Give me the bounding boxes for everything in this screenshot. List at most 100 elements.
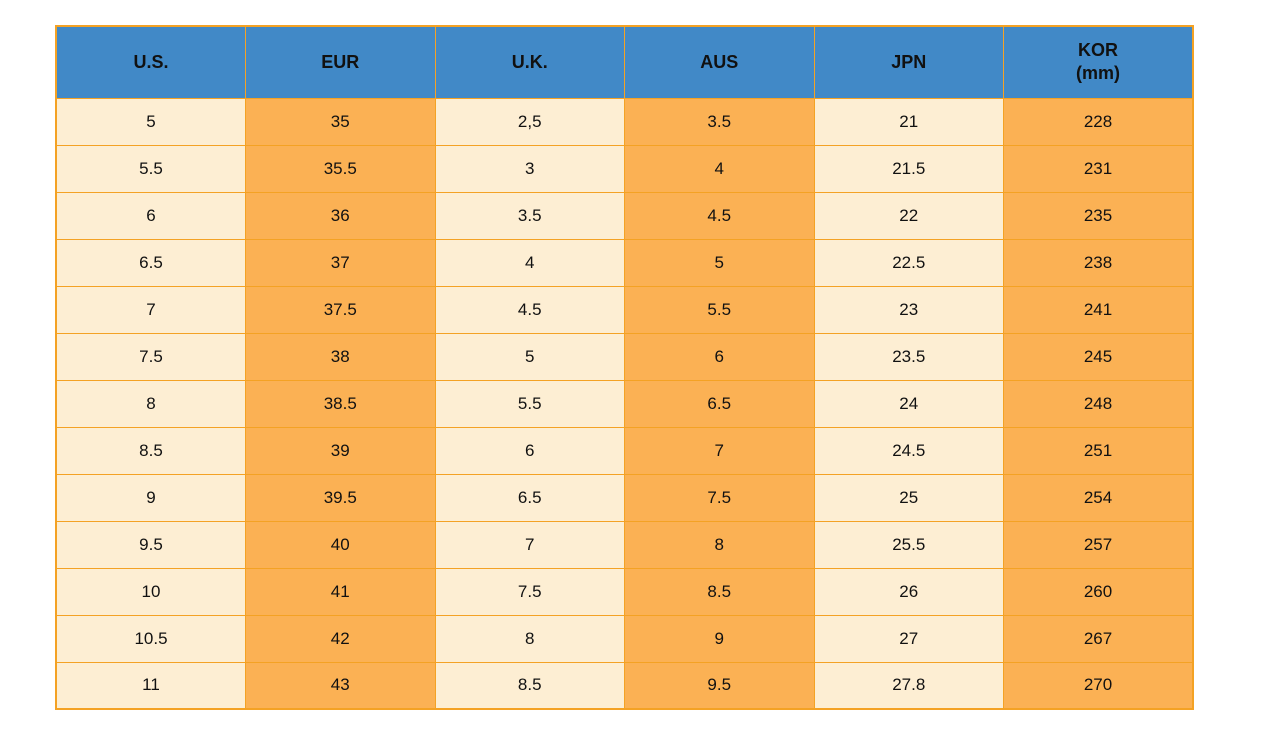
- table-cell-jpn: 23.5: [813, 332, 1004, 381]
- table-cell-jpn: 26: [813, 567, 1004, 616]
- column-header-aus: AUS: [624, 25, 815, 99]
- table-cell-aus: 6.5: [624, 379, 815, 428]
- table-cell-us: 10: [55, 567, 246, 616]
- table-cell-uk: 2,5: [434, 97, 625, 146]
- table-cell-kor: 270: [1003, 661, 1194, 710]
- table-cell-aus: 6: [624, 332, 815, 381]
- table-cell-us: 9: [55, 473, 246, 522]
- table-row: 9.5 40 7 8 25.5 257: [55, 520, 1194, 569]
- table-cell-uk: 3: [434, 144, 625, 193]
- table-cell-eur: 35.5: [245, 144, 436, 193]
- table-cell-uk: 7: [434, 520, 625, 569]
- column-header-us: U.S.: [55, 25, 246, 99]
- table-header: U.S. EUR U.K. AUS JPN KOR (mm): [55, 25, 1194, 99]
- table-cell-jpn: 21: [813, 97, 1004, 146]
- table-cell-eur: 41: [245, 567, 436, 616]
- table-cell-eur: 35: [245, 97, 436, 146]
- table-body: 5 35 2,5 3.5 21 228 5.5 35.5 3 4 21.5 231 6 36 3.5 4.5 2…: [55, 97, 1194, 710]
- column-header-label: AUS: [700, 51, 739, 72]
- size-conversion-table: U.S. EUR U.K. AUS JPN KOR (mm) 5 35 2,5 3.5 21 228 5…: [55, 25, 1194, 710]
- table-cell-jpn: 21.5: [813, 144, 1004, 193]
- table-cell-jpn: 24.5: [813, 426, 1004, 475]
- table-cell-eur: 39.5: [245, 473, 436, 522]
- table-cell-us: 11: [55, 661, 246, 710]
- column-header-kor: KOR (mm): [1003, 25, 1194, 99]
- table-cell-kor: 241: [1003, 285, 1194, 334]
- table-cell-jpn: 27.8: [813, 661, 1004, 710]
- table-cell-uk: 8.5: [434, 661, 625, 710]
- table-cell-kor: 231: [1003, 144, 1194, 193]
- column-header-label: KOR: [1078, 39, 1118, 60]
- table-cell-us: 9.5: [55, 520, 246, 569]
- table-cell-uk: 5: [434, 332, 625, 381]
- table-row: 10 41 7.5 8.5 26 260: [55, 567, 1194, 616]
- table-cell-kor: 245: [1003, 332, 1194, 381]
- table-cell-uk: 7.5: [434, 567, 625, 616]
- table-row: 11 43 8.5 9.5 27.8 270: [55, 661, 1194, 710]
- table-cell-eur: 39: [245, 426, 436, 475]
- table-cell-eur: 38.5: [245, 379, 436, 428]
- table-cell-aus: 8.5: [624, 567, 815, 616]
- table-cell-eur: 36: [245, 191, 436, 240]
- table-cell-aus: 9: [624, 614, 815, 663]
- table-row: 9 39.5 6.5 7.5 25 254: [55, 473, 1194, 522]
- table-cell-aus: 4: [624, 144, 815, 193]
- table-cell-kor: 251: [1003, 426, 1194, 475]
- table-cell-kor: 228: [1003, 97, 1194, 146]
- table-cell-jpn: 25: [813, 473, 1004, 522]
- table-row: 7 37.5 4.5 5.5 23 241: [55, 285, 1194, 334]
- table-cell-eur: 37.5: [245, 285, 436, 334]
- table-cell-jpn: 27: [813, 614, 1004, 663]
- table-cell-eur: 38: [245, 332, 436, 381]
- table-row: 6.5 37 4 5 22.5 238: [55, 238, 1194, 287]
- table-cell-us: 7.5: [55, 332, 246, 381]
- table-cell-us: 6: [55, 191, 246, 240]
- header-row: U.S. EUR U.K. AUS JPN KOR (mm): [55, 25, 1194, 99]
- table-cell-eur: 37: [245, 238, 436, 287]
- table-row: 7.5 38 5 6 23.5 245: [55, 332, 1194, 381]
- table-cell-jpn: 22.5: [813, 238, 1004, 287]
- table-cell-us: 6.5: [55, 238, 246, 287]
- table-cell-us: 8.5: [55, 426, 246, 475]
- table-cell-eur: 42: [245, 614, 436, 663]
- table-cell-jpn: 22: [813, 191, 1004, 240]
- table-cell-aus: 3.5: [624, 97, 815, 146]
- table-cell-jpn: 25.5: [813, 520, 1004, 569]
- table-cell-kor: 267: [1003, 614, 1194, 663]
- size-conversion-table-container: U.S. EUR U.K. AUS JPN KOR (mm) 5 35 2,5 3.5 21 228 5…: [55, 25, 1194, 710]
- table-cell-uk: 8: [434, 614, 625, 663]
- column-header-sublabel: (mm): [1076, 63, 1120, 84]
- table-cell-kor: 238: [1003, 238, 1194, 287]
- column-header-label: U.S.: [133, 51, 169, 72]
- table-cell-uk: 6: [434, 426, 625, 475]
- table-cell-jpn: 24: [813, 379, 1004, 428]
- table-cell-aus: 7: [624, 426, 815, 475]
- column-header-label: U.K.: [511, 51, 548, 72]
- table-row: 10.5 42 8 9 27 267: [55, 614, 1194, 663]
- table-cell-us: 8: [55, 379, 246, 428]
- table-row: 8.5 39 6 7 24.5 251: [55, 426, 1194, 475]
- table-cell-kor: 257: [1003, 520, 1194, 569]
- table-cell-us: 10.5: [55, 614, 246, 663]
- table-cell-uk: 6.5: [434, 473, 625, 522]
- table-cell-us: 5.5: [55, 144, 246, 193]
- table-cell-eur: 40: [245, 520, 436, 569]
- table-cell-us: 5: [55, 97, 246, 146]
- table-cell-aus: 4.5: [624, 191, 815, 240]
- table-cell-aus: 8: [624, 520, 815, 569]
- table-cell-jpn: 23: [813, 285, 1004, 334]
- table-row: 6 36 3.5 4.5 22 235: [55, 191, 1194, 240]
- column-header-uk: U.K.: [434, 25, 625, 99]
- table-cell-kor: 254: [1003, 473, 1194, 522]
- column-header-label: JPN: [891, 51, 927, 72]
- table-cell-uk: 4.5: [434, 285, 625, 334]
- table-row: 8 38.5 5.5 6.5 24 248: [55, 379, 1194, 428]
- table-cell-aus: 5: [624, 238, 815, 287]
- table-cell-uk: 5.5: [434, 379, 625, 428]
- table-row: 5.5 35.5 3 4 21.5 231: [55, 144, 1194, 193]
- table-cell-uk: 3.5: [434, 191, 625, 240]
- table-cell-eur: 43: [245, 661, 436, 710]
- table-cell-aus: 7.5: [624, 473, 815, 522]
- column-header-label: EUR: [321, 51, 360, 72]
- table-cell-us: 7: [55, 285, 246, 334]
